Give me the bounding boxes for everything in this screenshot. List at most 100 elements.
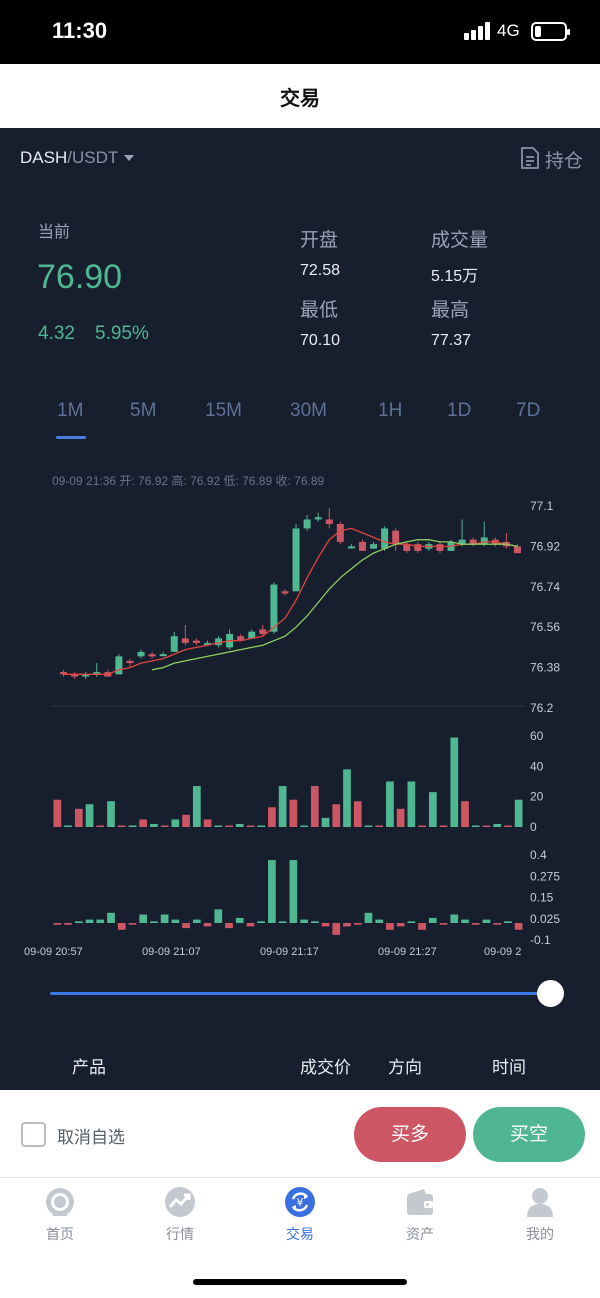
volume-bar [471, 825, 480, 827]
macd-bar [171, 919, 180, 923]
volume-bar [493, 823, 502, 827]
kline-chart[interactable]: 77.1 76.92 76.74 76.56 76.38 76.2 60 40 20 0 0.4 0.… [0, 128, 600, 1090]
tab-5m[interactable]: 5M [130, 400, 157, 421]
volume-bar [278, 786, 287, 827]
candle-body [170, 636, 178, 652]
tab-1m[interactable]: 1M [57, 400, 84, 421]
candle-body [347, 546, 355, 549]
macd-bar [96, 919, 105, 923]
tab-market-label: 行情 [166, 1227, 194, 1243]
volume-label: 成交量 [431, 229, 489, 251]
macd-bar [117, 923, 126, 930]
macd-bar [300, 919, 308, 923]
trading-panel: DASH/USDT 持仓 当前 76.90 4.32 5.95% 开盘 72.5… [0, 128, 600, 1090]
macd-bar [493, 923, 502, 925]
low-label: 最低 [300, 299, 339, 321]
price-axis-label: 76.2 [530, 701, 554, 715]
status-time: 11:30 [52, 18, 108, 43]
volume-bar [375, 825, 384, 827]
candle-body [281, 591, 289, 594]
price-axis-label: 76.56 [530, 620, 560, 634]
tab-profile[interactable]: 我的 [480, 1178, 600, 1253]
volume-bar [353, 801, 362, 827]
signal-icon [464, 22, 492, 40]
candle-body [126, 660, 134, 664]
page-title: 交易 [280, 86, 320, 110]
pair-selector[interactable]: DASH/USDT [20, 148, 118, 168]
macd-axis-label: 0.275 [530, 869, 560, 883]
buy-long-button[interactable]: 买多 [354, 1107, 466, 1162]
macd-bar [246, 923, 255, 927]
tab-home[interactable]: 首页 [0, 1178, 120, 1253]
volume-bar [139, 819, 148, 827]
macd-bar [268, 860, 276, 923]
candle-body [513, 546, 521, 554]
tab-15m[interactable]: 15M [205, 400, 242, 421]
battery-icon [531, 22, 570, 41]
volume-axis-label: 20 [530, 790, 544, 804]
volume-bar [461, 801, 469, 827]
candle-body [358, 541, 366, 551]
col-price: 成交价 [300, 1058, 351, 1078]
ma-short-line [63, 527, 518, 675]
macd-bar [353, 923, 362, 925]
macd-bar [482, 919, 491, 923]
candle-body [292, 528, 300, 592]
tab-trade[interactable]: ¥ 交易 [240, 1178, 360, 1253]
volume-bar [192, 786, 201, 827]
volume-bar [117, 825, 126, 827]
ma-long-line [151, 539, 518, 671]
candle-body [469, 539, 477, 545]
macd-bar [74, 921, 83, 923]
watchlist-checkbox[interactable] [21, 1122, 46, 1147]
tab-home-label: 首页 [46, 1227, 74, 1243]
price-axis-label: 77.1 [530, 499, 554, 513]
candle-body [192, 640, 200, 643]
wallet-icon [407, 1189, 433, 1215]
document-icon [521, 147, 539, 169]
tab-30m[interactable]: 30M [290, 400, 327, 421]
candle-body [203, 642, 211, 645]
volume-bar [396, 808, 405, 827]
volume-bar [364, 825, 373, 827]
tab-market[interactable]: 行情 [120, 1178, 240, 1253]
volume-bar [321, 817, 330, 827]
tab-1h[interactable]: 1H [378, 400, 403, 421]
macd-bar [428, 917, 437, 923]
macd-axis-label: -0.1 [530, 933, 551, 947]
caret-down-icon[interactable] [124, 155, 134, 161]
tab-assets[interactable]: 资产 [360, 1178, 480, 1253]
tab-7d[interactable]: 7D [516, 400, 541, 421]
high-value: 77.37 [431, 332, 472, 349]
timeframe-tabs: 1M 5M 15M 30M 1H 1D 7D [0, 398, 600, 446]
volume-bar [128, 825, 137, 827]
volume-bar [85, 804, 94, 827]
macd-bar [514, 923, 523, 930]
active-tab-indicator [56, 436, 86, 439]
time-axis-label: 09-09 21:17 [260, 946, 319, 958]
candle-body [115, 656, 123, 675]
buy-short-button[interactable]: 买空 [473, 1107, 585, 1162]
candle-body [336, 523, 344, 542]
col-product: 产品 [72, 1058, 106, 1078]
volume-bar [514, 799, 523, 827]
network-type: 4G [497, 21, 520, 40]
exchange-icon: ¥ [285, 1187, 315, 1217]
tab-1d[interactable]: 1D [447, 400, 472, 421]
range-slider-thumb[interactable] [537, 980, 564, 1007]
range-slider-track[interactable] [50, 992, 550, 995]
price-change: 4.32 [38, 323, 75, 344]
cancel-watch-label[interactable]: 取消自选 [57, 1128, 125, 1148]
volume-bar [182, 814, 190, 827]
volume-bar [407, 781, 416, 827]
volume-axis-label: 60 [530, 729, 544, 743]
candle-body [403, 544, 411, 551]
chart-info: 09-09 21:36 开: 76.92 高: 76.92 低: 76.89 收… [52, 474, 325, 488]
volume-bar [504, 825, 512, 827]
svg-text:¥: ¥ [297, 1196, 304, 1209]
current-price: 76.90 [37, 258, 123, 296]
status-bar: 11:30 4G [0, 0, 600, 64]
volume-bar [450, 737, 459, 827]
candle-body [458, 539, 466, 545]
